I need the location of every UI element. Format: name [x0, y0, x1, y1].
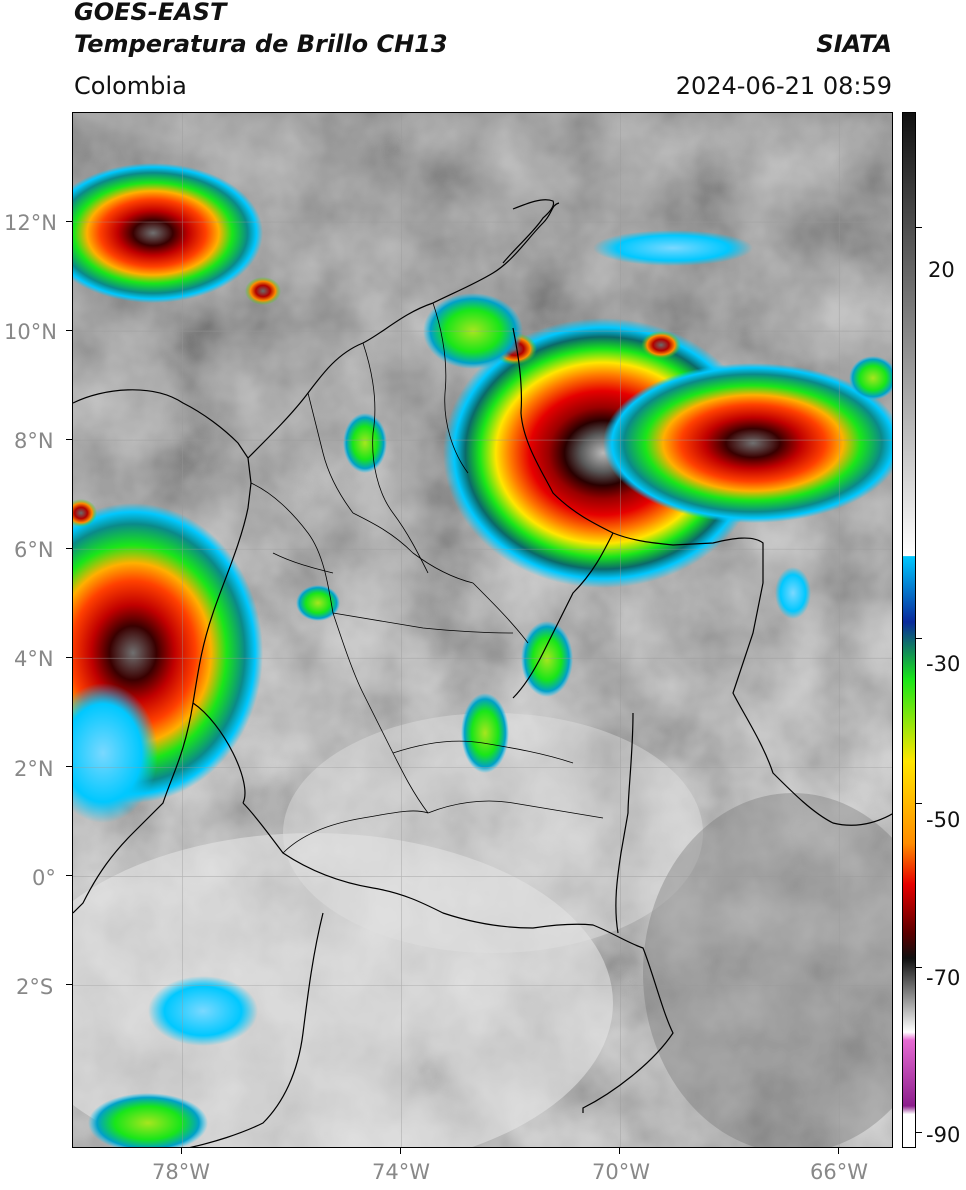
lat-tick-mark [66, 330, 72, 332]
product-title: Temperatura de Brillo CH13 [74, 30, 448, 58]
lat-tick-label: 4°N [14, 647, 54, 671]
storm-cell-caribbean [73, 163, 263, 303]
colorbar-tick-label: -30 [926, 652, 961, 676]
colorbar-tick-label: -70 [926, 966, 961, 990]
gridlines [73, 113, 892, 1147]
dark-clear-region [643, 793, 892, 1147]
lon-tick-label: 78°W [152, 1160, 210, 1184]
small-storm [641, 331, 681, 359]
colorbar-tick-label: -90 [926, 1123, 961, 1147]
small-storm [73, 499, 97, 527]
satellite-title: GOES-EAST [74, 0, 227, 26]
lon-tick-mark [400, 1148, 402, 1154]
guajira-peninsula [502, 199, 555, 264]
lat-tick-mark [66, 875, 72, 877]
lat-tick-mark [66, 657, 72, 659]
lon-tick-label: 70°W [592, 1160, 650, 1184]
lat-tick-label: 12°N [4, 211, 57, 235]
bright-cloud-region [73, 833, 613, 1147]
meta-boundary [512, 532, 614, 699]
lon-tick-label: 74°W [372, 1160, 430, 1184]
region-label: Colombia [74, 72, 187, 100]
cloud-patch [148, 976, 258, 1046]
colorbar-tick-mark [916, 638, 922, 640]
amazonas-boundary [615, 712, 634, 934]
cloud-patch [343, 413, 387, 473]
temperature-colorbar [902, 112, 916, 1148]
lat-tick-mark [66, 548, 72, 550]
lat-tick-label: 0° [32, 866, 56, 890]
brightness-temperature-image [73, 113, 892, 1147]
colorbar-tick-label: 20 [928, 258, 955, 282]
small-storm [245, 277, 281, 305]
cloud-patch [461, 693, 509, 773]
org-label: SIATA [816, 30, 892, 58]
department-borders [250, 302, 604, 854]
cloud-patch [849, 356, 892, 400]
lat-tick-label: 2°S [16, 975, 54, 999]
lat-tick-mark [66, 221, 72, 223]
cloud-patch [593, 230, 753, 266]
lat-tick-mark [66, 439, 72, 441]
lat-tick-mark [66, 984, 72, 986]
cloud-patch [88, 1093, 208, 1147]
storm-cell-east [603, 363, 892, 523]
lat-tick-label: 2°N [14, 757, 54, 781]
lon-tick-mark [838, 1148, 840, 1154]
satellite-map [72, 112, 893, 1148]
lat-tick-label: 10°N [4, 320, 57, 344]
lat-tick-mark [66, 766, 72, 768]
colorbar-tick-label: -50 [926, 808, 961, 832]
cloud-patch [73, 683, 158, 823]
pacific-coastline [73, 389, 252, 914]
narino-boundary [192, 702, 246, 804]
lat-tick-label: 6°N [14, 538, 54, 562]
venezuela-border [512, 327, 892, 826]
lon-tick-label: 66°W [810, 1160, 868, 1184]
cloud-patch [296, 585, 340, 621]
lat-tick-label: 8°N [14, 429, 54, 453]
colorbar-tick-mark [916, 227, 922, 229]
lon-tick-mark [181, 1148, 183, 1154]
southern-border [242, 802, 674, 1113]
colorbar-tick-mark [916, 1131, 922, 1133]
cloud-patch [775, 567, 811, 619]
cloud-patch [521, 621, 573, 697]
colorbar-tick-mark [916, 802, 922, 804]
lon-tick-mark [619, 1148, 621, 1154]
ecuador-peru-border [189, 912, 324, 1147]
datetime-label: 2024-06-21 08:59 [675, 72, 892, 100]
colorbar-tick-mark [916, 967, 922, 969]
bright-cloud-region [283, 713, 703, 953]
